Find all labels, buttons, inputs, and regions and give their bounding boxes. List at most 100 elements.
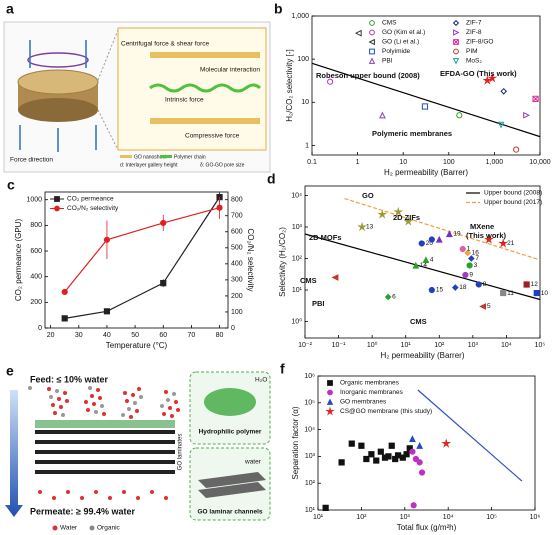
legend-marker	[368, 38, 375, 46]
x-tick-label: 10²	[356, 514, 367, 521]
annotation: CMS	[300, 276, 317, 285]
y-axis-label: CO₂ permeance (GPU)	[14, 219, 23, 302]
point-label: 11	[507, 290, 514, 297]
x-tick-label: 10	[399, 159, 407, 166]
x-tick-label: 10,000	[529, 159, 551, 166]
rotation-arrow	[27, 52, 89, 68]
go-sheet	[150, 52, 260, 58]
intrinsic-label: Intrinsic force	[165, 97, 204, 104]
molecule	[88, 386, 92, 390]
molecule	[51, 403, 55, 407]
polymer-molecule	[204, 388, 256, 416]
molecule	[98, 396, 102, 400]
marker	[487, 73, 498, 83]
molecule	[136, 496, 140, 500]
go-laminates	[35, 430, 175, 474]
point-label: 7	[475, 255, 479, 262]
go-channel	[198, 472, 266, 498]
point-label: 8	[483, 281, 487, 288]
marker	[377, 209, 388, 219]
marker	[513, 146, 520, 153]
y2-tick-label: 500	[231, 245, 243, 252]
molecule	[166, 398, 170, 402]
molecule	[55, 389, 59, 393]
y2-axis-label: CO₂/N₂ selectivity	[246, 228, 255, 291]
y2-tick-label: 600	[231, 229, 243, 236]
marker	[393, 206, 404, 217]
molecule	[49, 395, 53, 399]
x-tick-label: 10⁰	[367, 341, 378, 349]
legend-marker	[369, 20, 375, 26]
marker	[373, 457, 380, 464]
molecule	[63, 391, 67, 395]
marker	[428, 236, 435, 243]
marker	[409, 448, 416, 455]
marker	[462, 271, 469, 279]
plot-frame	[304, 185, 541, 339]
legend-label: GO nanosheet	[134, 154, 167, 160]
molecule	[57, 397, 61, 401]
x-tick-label: 40	[103, 332, 111, 339]
legend-organic	[89, 525, 95, 531]
marker	[354, 29, 362, 37]
molecule	[123, 391, 127, 395]
y-tick-label: 10⁴	[304, 426, 315, 433]
point-label: 14	[420, 262, 428, 269]
marker	[348, 440, 355, 447]
molecule	[164, 390, 168, 394]
y2-tick-label: 100	[231, 309, 243, 316]
point-label: 16	[472, 250, 480, 257]
marker	[445, 230, 453, 238]
force-label: Force direction	[10, 157, 53, 164]
marker	[421, 103, 429, 110]
x-axis-label: Temperature (°C)	[106, 341, 168, 350]
marker	[363, 455, 370, 463]
molecule	[172, 392, 176, 396]
point-label: 3	[474, 262, 478, 269]
x-axis-label: Total flux (g/m²h)	[397, 523, 457, 532]
y-tick-label: 600	[30, 248, 42, 255]
x-tick-label: 10⁻¹	[332, 342, 346, 349]
legend-label: Upper bound (2008)	[484, 190, 542, 197]
feed-label: Feed: ≤ 10% water	[30, 374, 108, 384]
legend-label: Polyimide	[382, 48, 411, 55]
molecule	[61, 413, 65, 417]
y-axis-label: H₂/CO₂ selectivity [-]	[285, 49, 294, 121]
y-tick-label: 10⁰	[291, 317, 302, 325]
marker	[61, 288, 68, 296]
legend-swatch	[160, 155, 172, 158]
y-tick-label: 200	[30, 299, 42, 306]
legend-marker	[368, 57, 376, 64]
x-tick-label: 10⁻²	[298, 342, 312, 349]
marker	[338, 459, 345, 466]
marker	[103, 236, 111, 243]
marker	[456, 112, 463, 119]
x-tick-label: 10¹	[313, 514, 324, 521]
molecule	[133, 401, 137, 405]
x-tick-label: 50	[131, 332, 139, 339]
marker	[368, 451, 375, 458]
marker	[479, 303, 487, 310]
molecule	[47, 387, 51, 391]
marker	[441, 438, 452, 448]
molecule	[53, 411, 57, 415]
x-tick-label: 10⁵	[486, 514, 497, 521]
marker	[459, 245, 466, 253]
legend-water	[52, 525, 58, 531]
legend-label: MoS₂	[466, 58, 482, 65]
y-tick-label: 10³	[292, 224, 303, 231]
x-tick-label: 100	[443, 159, 455, 166]
marker	[475, 281, 482, 288]
x-tick-label: 10⁴	[443, 514, 454, 521]
x-tick-label: 60	[159, 332, 167, 339]
molecule	[90, 394, 94, 398]
go-sheet	[150, 118, 260, 124]
marker	[418, 240, 425, 247]
x-tick-label: 80	[216, 332, 224, 339]
molecule	[135, 409, 139, 413]
polymer-label: Hydrophilic polymer	[199, 429, 262, 436]
y-tick-label: 0	[38, 325, 42, 332]
polymer-layer	[35, 420, 175, 428]
